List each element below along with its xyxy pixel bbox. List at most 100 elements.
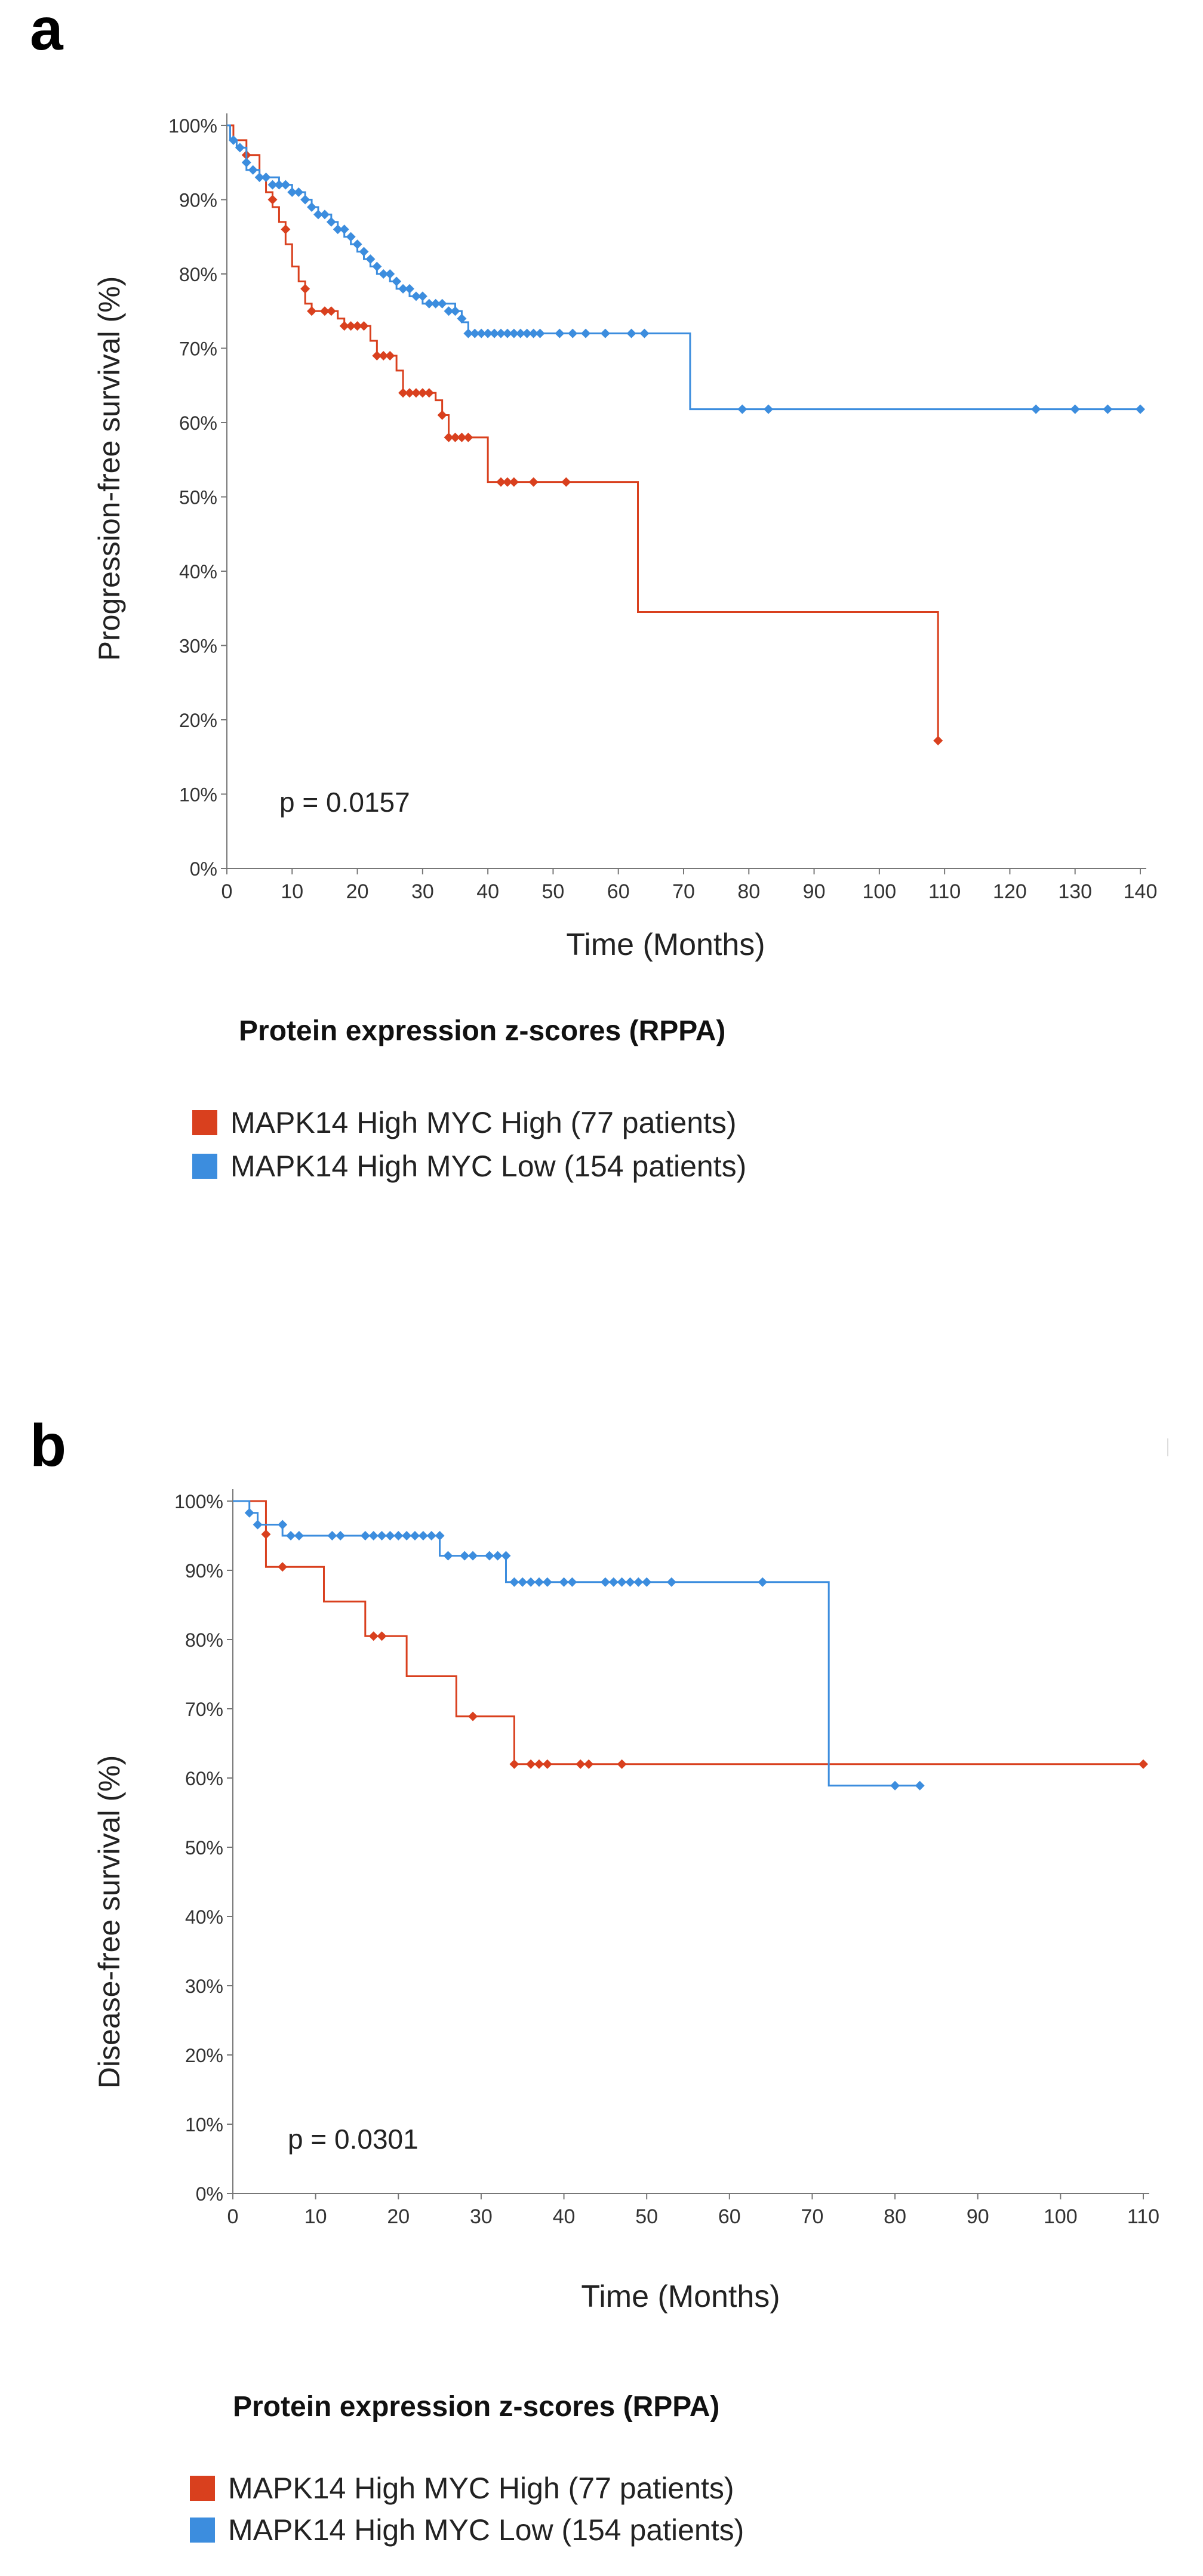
y-tick-label: 30% — [179, 636, 217, 657]
x-tick-label: 10 — [281, 880, 303, 903]
censor-mark — [526, 1577, 536, 1587]
censor-mark — [450, 432, 460, 442]
y-tick-label: 50% — [185, 1837, 223, 1859]
censor-mark — [228, 135, 238, 145]
x-tick-label: 60 — [607, 880, 630, 903]
censor-mark — [758, 1577, 768, 1587]
censor-mark — [559, 1577, 569, 1587]
censor-mark — [1139, 1759, 1148, 1769]
censor-mark — [450, 306, 460, 316]
y-tick-label: 20% — [185, 2045, 223, 2066]
corner-tick — [1167, 1438, 1168, 1456]
y-axis-label: Disease-free survival (%) — [93, 1755, 126, 2088]
censor-mark — [463, 328, 473, 338]
x-tick-label: 20 — [346, 880, 369, 903]
censor-mark — [639, 328, 650, 338]
censor-mark — [430, 298, 441, 309]
censor-mark — [424, 298, 434, 309]
censor-mark — [319, 209, 330, 220]
x-tick-label: 50 — [635, 2205, 658, 2228]
censor-mark — [526, 1759, 536, 1769]
censor-mark — [267, 195, 278, 205]
censor-mark — [244, 1508, 254, 1518]
censor-mark — [509, 477, 519, 487]
censor-mark — [281, 180, 291, 190]
censor-mark — [567, 1577, 577, 1587]
legend-label: MAPK14 High MYC High (77 patients) — [228, 2472, 734, 2505]
censor-mark — [522, 328, 532, 338]
survival-chart-a: Progression-free survival (%) Time (Mont… — [93, 113, 1157, 962]
censor-mark — [642, 1577, 652, 1587]
survival-curve-low — [227, 124, 1140, 411]
legend-item-high-a: MAPK14 High MYC High (77 patients) — [192, 1105, 737, 1140]
censor-mark — [496, 328, 506, 338]
y-tick-label: 40% — [185, 1906, 223, 1928]
censor-mark — [278, 1520, 288, 1530]
censor-mark — [385, 269, 395, 279]
censor-mark — [468, 1711, 478, 1721]
censor-mark — [261, 1529, 271, 1539]
censor-mark — [484, 1551, 494, 1561]
x-tick-label: 70 — [672, 880, 695, 903]
censor-mark — [502, 328, 512, 338]
y-tick-label: 20% — [179, 710, 217, 731]
y-tick-label: 40% — [179, 561, 217, 583]
y-tick-label: 70% — [179, 338, 217, 360]
survival-curve-high — [227, 124, 939, 741]
x-tick-label: 130 — [1058, 880, 1092, 903]
censor-mark — [339, 321, 349, 331]
censor-mark — [626, 328, 636, 338]
x-tick-label: 100 — [1044, 2205, 1078, 2228]
legend-item-low-b: MAPK14 High MYC Low (154 patients) — [190, 2513, 744, 2547]
censor-mark — [368, 1631, 379, 1641]
y-tick-label: 60% — [185, 1768, 223, 1789]
censor-mark — [625, 1577, 635, 1587]
censor-mark — [435, 1531, 445, 1540]
censor-mark — [617, 1577, 627, 1587]
x-tick-label: 90 — [803, 880, 826, 903]
censor-mark — [393, 1531, 404, 1540]
censor-mark — [300, 195, 310, 205]
censor-mark — [410, 1531, 420, 1540]
y-tick-label: 100% — [168, 115, 217, 137]
y-tick-label: 0% — [196, 2183, 223, 2205]
x-tick-label: 80 — [737, 880, 760, 903]
censor-mark — [417, 291, 427, 301]
censor-mark — [509, 1759, 519, 1769]
censor-mark — [528, 477, 539, 487]
censor-mark — [372, 350, 382, 360]
x-tick-label: 40 — [553, 2205, 576, 2228]
y-tick-label: 0% — [190, 858, 217, 880]
censor-mark — [368, 1531, 379, 1540]
censor-mark — [261, 172, 271, 183]
censor-mark — [468, 1551, 478, 1561]
censor-mark — [326, 306, 336, 316]
censor-mark — [281, 224, 291, 235]
censor-mark — [418, 1531, 428, 1540]
legend-swatch-high — [192, 1110, 217, 1135]
censor-mark — [254, 172, 264, 183]
legend-title-b: Protein expression z-scores (RPPA) — [233, 2391, 720, 2423]
censor-mark — [534, 1759, 544, 1769]
censor-mark — [561, 477, 571, 487]
y-tick-label: 70% — [185, 1699, 223, 1720]
censor-mark — [576, 1759, 586, 1769]
y-tick-label: 60% — [179, 412, 217, 434]
censor-mark — [359, 246, 369, 257]
censor-mark — [326, 217, 336, 227]
censor-mark — [411, 388, 421, 398]
censor-mark — [286, 1531, 296, 1540]
censor-mark — [483, 328, 493, 338]
legend-item-high-b: MAPK14 High MYC High (77 patients) — [190, 2471, 734, 2506]
censor-mark — [542, 1759, 552, 1769]
censor-mark — [890, 1780, 900, 1791]
censor-mark — [581, 328, 591, 338]
censor-mark — [444, 306, 454, 316]
x-tick-label: 30 — [470, 2205, 493, 2228]
survival-curve-low — [233, 1500, 920, 1787]
legend-swatch-low — [190, 2518, 215, 2543]
censor-mark — [915, 1780, 925, 1791]
censor-mark — [534, 1577, 544, 1587]
y-axis-label: Progression-free survival (%) — [93, 276, 126, 661]
censor-mark — [278, 1562, 288, 1572]
